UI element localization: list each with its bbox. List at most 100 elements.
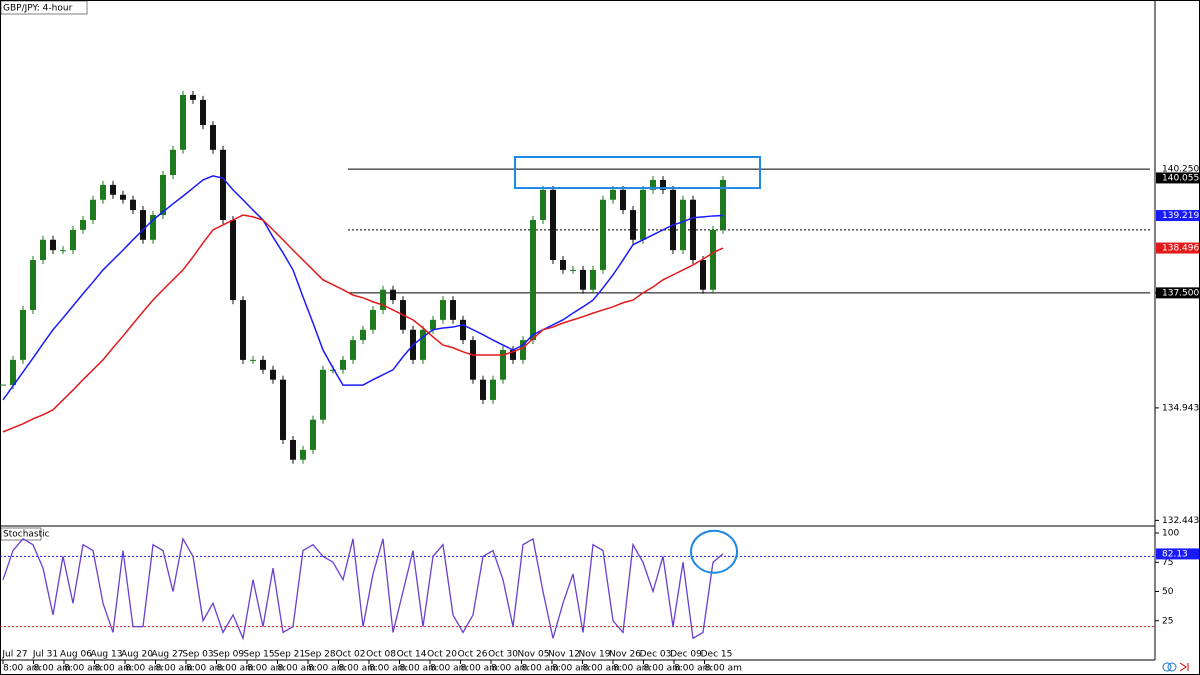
candle: [250, 359, 256, 361]
candle: [370, 309, 376, 330]
candle: [260, 359, 266, 370]
x-date-label: Aug 13: [91, 650, 123, 660]
x-time-label: 8:00 am: [491, 664, 528, 674]
candle: [490, 379, 496, 400]
chart-title: GBP/JPY: 4-hour: [3, 4, 73, 14]
scroll-end-icon[interactable]: [1179, 662, 1189, 672]
x-time-label: 8:00 am: [186, 664, 223, 674]
candle: [660, 179, 666, 190]
x-date-label: Aug 06: [60, 650, 92, 660]
candle: [130, 199, 136, 211]
candle: [190, 94, 196, 100]
candle: [280, 379, 286, 440]
price-label: 139.219: [1162, 211, 1199, 221]
candle: [430, 319, 436, 330]
current-value-label: 82.13: [1162, 549, 1188, 559]
x-date-label: Oct 08: [366, 650, 396, 660]
x-date-label: Nov 19: [579, 650, 611, 660]
candle: [80, 219, 86, 230]
candle: [180, 94, 186, 150]
x-date-label: Oct 26: [458, 650, 488, 660]
x-date-label: Aug 27: [152, 650, 184, 660]
x-time-label: 8:00 am: [156, 664, 193, 674]
x-time-label: 8:00 am: [705, 664, 742, 674]
candle: [620, 189, 626, 211]
x-time-label: 8:00 am: [247, 664, 284, 674]
candle: [110, 184, 116, 195]
indicator-title-box: [0, 527, 42, 541]
x-time-label: 8:00 am: [217, 664, 254, 674]
candle: [230, 219, 236, 301]
stochastic-line: [2, 536, 724, 641]
price-label: 138.496: [1162, 244, 1199, 254]
candle: [170, 149, 176, 175]
x-time-label: 8:00 am: [339, 664, 376, 674]
current-value-box: [1156, 548, 1199, 560]
candle: [440, 300, 446, 320]
x-date-label: Sep 15: [243, 650, 274, 660]
candle: [150, 215, 156, 240]
x-date-label: Oct 14: [397, 650, 427, 660]
candle: [200, 99, 206, 126]
candle: [10, 359, 16, 386]
toolbar-icons[interactable]: [1162, 662, 1189, 672]
x-time-label: 8:00 am: [613, 664, 650, 674]
y-tick-label: 50: [1162, 587, 1174, 597]
candle: [360, 329, 366, 341]
y-tick-label: 132.443: [1162, 516, 1199, 526]
price-label-box: [1156, 163, 1199, 175]
x-date-label: Sep 21: [274, 650, 305, 660]
candle: [120, 194, 126, 200]
candle: [550, 189, 556, 261]
price-label-box: [1156, 242, 1199, 254]
candle: [610, 189, 616, 200]
candle: [460, 319, 466, 341]
indicator-title: Stochastic: [3, 530, 50, 540]
moving-average: [2, 175, 724, 401]
x-time-label: 8:00 am: [552, 664, 589, 674]
candle: [480, 379, 486, 400]
candle: [570, 269, 576, 271]
x-date-label: Jul 31: [32, 650, 58, 660]
x-time-label: 8:00 am: [95, 664, 132, 674]
x-date-label: Dec 03: [640, 650, 672, 660]
price-label-box: [1156, 210, 1199, 222]
price-label: 140.250: [1162, 165, 1199, 175]
candle: [500, 350, 506, 380]
candle: [560, 260, 566, 270]
candle: [580, 269, 586, 290]
highlight-circle: [690, 529, 738, 574]
link-icon[interactable]: [1162, 662, 1172, 672]
x-time-label: 8:00 am: [3, 664, 40, 674]
x-date-label: Oct 20: [427, 650, 457, 660]
candle: [530, 219, 536, 341]
candle: [420, 329, 426, 360]
x-time-label: 8:00 am: [64, 664, 101, 674]
x-date-label: Sep 03: [182, 650, 213, 660]
candle: [30, 260, 36, 310]
candle: [240, 300, 246, 360]
candle: [390, 289, 396, 301]
x-date-label: Sep 28: [304, 650, 336, 660]
x-date-label: Sep 09: [213, 650, 245, 660]
x-time-label: 8:00 am: [278, 664, 315, 674]
x-time-label: 8:00 am: [400, 664, 437, 674]
title-box: [0, 0, 88, 15]
candle: [310, 419, 316, 450]
candle: [540, 189, 546, 220]
x-time-label: 8:00 am: [461, 664, 498, 674]
price-label: 137.500: [1162, 288, 1199, 298]
price-label-box: [1156, 287, 1199, 299]
candle: [640, 189, 646, 240]
x-date-label: Oct 02: [336, 650, 366, 660]
candle: [90, 199, 96, 220]
candle: [40, 239, 46, 261]
candle: [680, 199, 686, 251]
candle: [350, 340, 356, 360]
x-date-label: Nov 05: [518, 650, 550, 660]
link-icon[interactable]: [1167, 662, 1177, 672]
candle: [450, 300, 456, 320]
price-label-box: [1156, 172, 1199, 184]
candle: [210, 125, 216, 150]
